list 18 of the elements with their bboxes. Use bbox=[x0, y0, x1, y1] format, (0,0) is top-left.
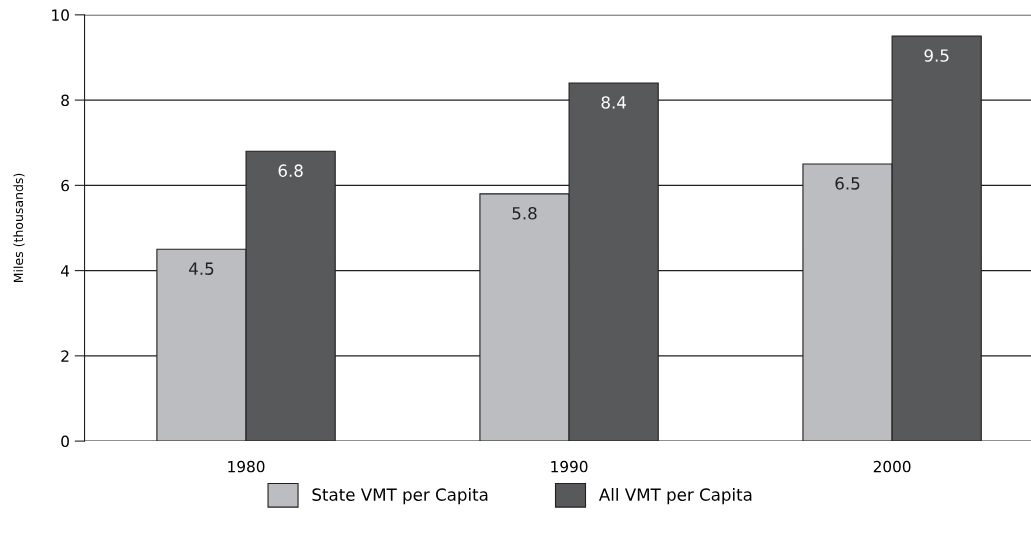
data-label: 6.8 bbox=[278, 164, 303, 177]
y-tick-label: 8 bbox=[61, 94, 69, 107]
y-tick-label: 6 bbox=[61, 179, 69, 192]
y-tick-label: 0 bbox=[61, 435, 69, 448]
x-tick-label: 1990 bbox=[551, 460, 588, 473]
legend-label: All VMT per Capita bbox=[598, 488, 752, 505]
data-label: 5.8 bbox=[512, 206, 537, 220]
data-label: 4.5 bbox=[189, 262, 214, 275]
legend-label: State VMT per Capita bbox=[312, 488, 488, 505]
y-tick-label: 4 bbox=[60, 265, 70, 277]
data-label: 9.5 bbox=[924, 49, 949, 62]
data-label: 8.4 bbox=[601, 96, 626, 109]
data-label: 6.5 bbox=[835, 177, 860, 190]
x-tick-label: 2000 bbox=[873, 460, 911, 473]
x-tick-label: 1980 bbox=[228, 460, 265, 473]
y-tick-label: 2 bbox=[61, 350, 69, 362]
y-axis-title: Miles (thousands) bbox=[13, 173, 25, 283]
y-tick-label: 10 bbox=[52, 9, 69, 21]
